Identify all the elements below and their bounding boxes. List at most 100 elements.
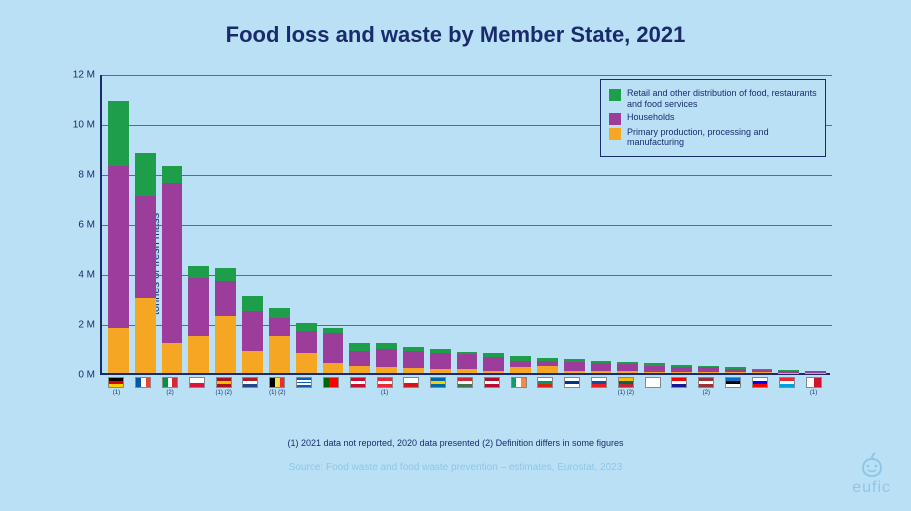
bar-BG xyxy=(537,358,558,373)
bar-segment-households xyxy=(403,351,424,369)
bar-LU xyxy=(778,370,799,373)
bar-segment-retail xyxy=(269,308,290,318)
bar-segment-households xyxy=(349,351,370,366)
bar-LV xyxy=(698,366,719,373)
flag-icon xyxy=(403,377,419,388)
chart-title: Food loss and waste by Member State, 202… xyxy=(0,0,911,48)
legend: Retail and other distribution of food, r… xyxy=(600,79,826,157)
bar-segment-primary xyxy=(510,367,531,373)
y-tick-label: 6 M xyxy=(55,220,95,231)
flag-icon xyxy=(618,377,634,388)
flag-icon xyxy=(108,377,124,388)
bar-segment-primary xyxy=(349,366,370,374)
legend-swatch xyxy=(609,128,621,140)
x-item-IT: (2) xyxy=(160,377,181,398)
bar-segment-retail xyxy=(108,101,129,166)
flag-icon xyxy=(242,377,258,388)
flag-icon xyxy=(189,377,205,388)
bar-segment-primary xyxy=(242,351,263,374)
bar-segment-retail xyxy=(135,153,156,196)
bar-segment-primary xyxy=(376,367,397,373)
bar-segment-retail xyxy=(162,166,183,184)
bar-segment-primary xyxy=(403,368,424,373)
bar-GR xyxy=(296,323,317,373)
bar-SE xyxy=(430,349,451,373)
legend-item: Primary production, processing and manuf… xyxy=(609,127,817,149)
eufic-logo: eufic xyxy=(852,451,891,497)
bar-NO xyxy=(483,353,504,373)
bar-segment-households xyxy=(108,166,129,329)
x-item-PT xyxy=(321,377,342,398)
x-item-NO xyxy=(481,377,502,398)
bar-segment-households xyxy=(376,349,397,367)
flag-icon xyxy=(537,377,553,388)
flag-icon xyxy=(323,377,339,388)
bar-segment-retail xyxy=(242,296,263,311)
bar-EE xyxy=(725,367,746,373)
bar-segment-retail xyxy=(215,268,236,281)
flag-icon xyxy=(135,377,151,388)
bar-HR xyxy=(671,365,692,373)
x-note: (2) xyxy=(166,390,173,398)
bar-segment-primary xyxy=(188,336,209,374)
flag-icon xyxy=(725,377,741,388)
y-tick-label: 0 M xyxy=(55,370,95,381)
bar-segment-households xyxy=(457,354,478,369)
bar-FI xyxy=(564,359,585,373)
flag-icon xyxy=(564,377,580,388)
x-item-DK xyxy=(347,377,368,398)
x-item-IE xyxy=(508,377,529,398)
bar-segment-primary xyxy=(269,336,290,374)
bar-ES xyxy=(215,268,236,373)
x-item-FI xyxy=(562,377,583,398)
x-item-FR xyxy=(133,377,154,398)
flag-icon xyxy=(671,377,687,388)
source-text: Source: Food waste and food waste preven… xyxy=(0,462,911,473)
bar-segment-primary xyxy=(483,371,504,374)
bar-PT xyxy=(323,328,344,373)
flag-icon xyxy=(511,377,527,388)
bar-segment-households xyxy=(162,183,183,343)
x-item-HR xyxy=(669,377,690,398)
legend-item: Retail and other distribution of food, r… xyxy=(609,88,817,110)
bar-segment-primary xyxy=(457,369,478,373)
y-tick-label: 12 M xyxy=(55,70,95,81)
bar-NL xyxy=(242,296,263,374)
flag-icon xyxy=(484,377,500,388)
legend-swatch xyxy=(609,89,621,101)
flag-icon xyxy=(457,377,473,388)
y-tick-label: 4 M xyxy=(55,270,95,281)
bar-CZ xyxy=(403,347,424,373)
bar-segment-retail xyxy=(349,343,370,351)
x-item-BE: (1) (2) xyxy=(267,377,288,398)
footnote: (1) 2021 data not reported, 2020 data pr… xyxy=(0,438,911,448)
bar-segment-households xyxy=(564,362,585,371)
x-item-EE xyxy=(723,377,744,398)
legend-label: Households xyxy=(627,112,675,123)
bar-DK xyxy=(349,343,370,373)
x-item-SI xyxy=(750,377,771,398)
bar-segment-households xyxy=(188,278,209,336)
bar-SI xyxy=(752,369,773,374)
x-item-CY xyxy=(642,377,663,398)
bar-FR xyxy=(135,153,156,373)
y-tick-label: 8 M xyxy=(55,170,95,181)
bar-CY xyxy=(644,363,665,373)
bar-segment-primary xyxy=(430,369,451,373)
x-item-LV: (2) xyxy=(696,377,717,398)
bar-BE xyxy=(269,308,290,373)
bar-segment-primary xyxy=(215,316,236,374)
bar-segment-primary xyxy=(537,366,558,374)
bar-segment-households xyxy=(135,196,156,299)
bar-PL xyxy=(188,266,209,374)
chart-area: tonnes of fresh mass Retail and other di… xyxy=(100,75,830,405)
flag-icon xyxy=(779,377,795,388)
flag-icon xyxy=(806,377,822,388)
x-item-AT: (1) xyxy=(374,377,395,398)
x-item-MT: (1) xyxy=(803,377,824,398)
y-tick-label: 2 M xyxy=(55,320,95,331)
bar-segment-primary xyxy=(671,372,692,373)
bar-segment-primary xyxy=(296,353,317,373)
bar-segment-households xyxy=(215,281,236,316)
y-tick-label: 10 M xyxy=(55,120,95,131)
